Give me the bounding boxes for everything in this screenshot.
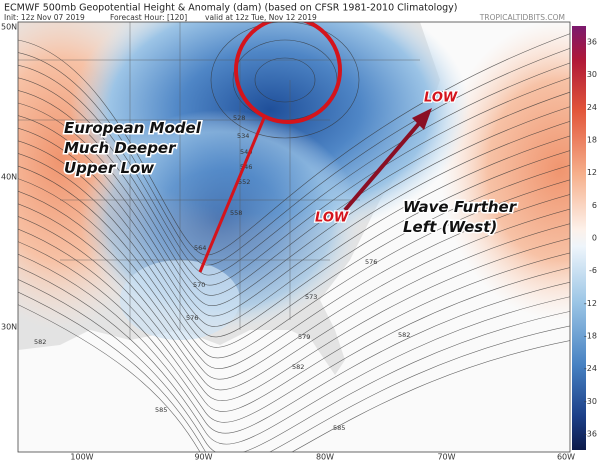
contour-line [18,304,570,452]
contour-line [18,253,570,434]
colorbar-label: -12 [584,299,597,308]
contour-label: 582 [398,331,410,339]
arrow-head [412,108,432,130]
forecast-hour: Forecast Hour: [120] [110,13,187,22]
contour-label: 576 [186,314,198,322]
track-arrow [343,118,424,212]
contour-label: 540 [240,148,252,156]
annotation-line: European Model [64,119,202,137]
colorbar-label: -36 [584,430,597,439]
colorbar-label: -6 [589,266,597,275]
colorbar-label: 6 [592,201,597,210]
contour-line [254,57,316,103]
contour-label: 585 [155,406,167,414]
contour-line [18,190,570,380]
latitude-label: 50N [1,23,17,32]
colorbar-label: 24 [587,103,597,112]
contour-label: 579 [298,333,310,341]
contour-line [18,279,570,452]
contour-line [18,178,570,369]
contour-line [210,22,360,139]
map-frame [17,21,571,453]
valid-time: valid at 12z Tue, Nov 12 2019 [205,13,317,22]
latitude-label: 30N [1,323,17,332]
colorbar-label: 36 [587,38,597,47]
longitude-label: 100W [70,453,93,461]
annotation-line: Wave Further [403,198,518,216]
contour-label: 558 [230,209,242,217]
contour-line [18,291,570,452]
contour-line [18,127,570,327]
low-label: LOW [424,91,458,106]
contour-line [18,62,570,276]
colorbar-label: -18 [584,332,597,341]
contour-line [18,140,570,338]
annotation: Wave Further Left (West) [403,198,518,236]
longitude-label: 80W [316,453,334,461]
longitude-label: 70W [437,453,455,461]
credit: TROPICALTIDBITS.COM [479,13,565,22]
colorbar-label: 30 [587,70,597,79]
contour-label: 534 [237,132,249,140]
contours [18,22,570,452]
contour-line [18,77,570,286]
colorbar-label: -24 [584,364,597,373]
contour-label: 552 [238,178,250,186]
pointer-line [198,117,266,273]
positive-anomaly [440,22,570,320]
contour-label: 582 [292,363,304,371]
longitude-label: 60W [557,453,575,461]
contour-label: 570 [193,281,205,289]
contour-label: 582 [34,338,46,346]
colorbar-label: 18 [587,136,597,145]
contour-line [18,216,570,401]
contour-line [18,102,570,306]
contour-line [18,165,570,359]
colorbar-label: 12 [587,168,597,177]
contour-label: 585 [333,424,345,432]
contour-line [18,228,570,412]
colorbar-label: 0 [592,234,597,243]
contour-line [18,48,570,266]
latitude-label: 40N [1,173,17,182]
init-time: Init: 12z Nov 07 2019 [4,13,85,22]
colorbar-label: -30 [584,397,597,406]
annotation-line: Left (West) [403,218,497,236]
longitude-label: 90W [194,453,212,461]
contour-label: 546 [240,163,252,171]
contour-label: 573 [305,293,317,301]
contour-line [18,115,570,317]
florida [305,300,345,375]
annotation: European Model Much Deeper Upper Low [64,119,202,177]
contour-line [18,90,570,296]
contour-line [18,203,570,391]
title: ECMWF 500mb Geopotential Height & Anomal… [4,3,458,14]
low-label: LOW [315,211,349,226]
annotation-line: Upper Low [64,159,154,177]
contour-label: 576 [365,258,377,266]
contour-label: 528 [233,114,245,122]
low-circle [234,22,342,124]
contour-line [18,266,570,445]
contour-line [18,153,570,348]
annotation-line: Much Deeper [64,139,177,157]
contour-line [18,241,570,423]
colorbar [572,26,586,450]
contour-label: 564 [194,244,206,252]
